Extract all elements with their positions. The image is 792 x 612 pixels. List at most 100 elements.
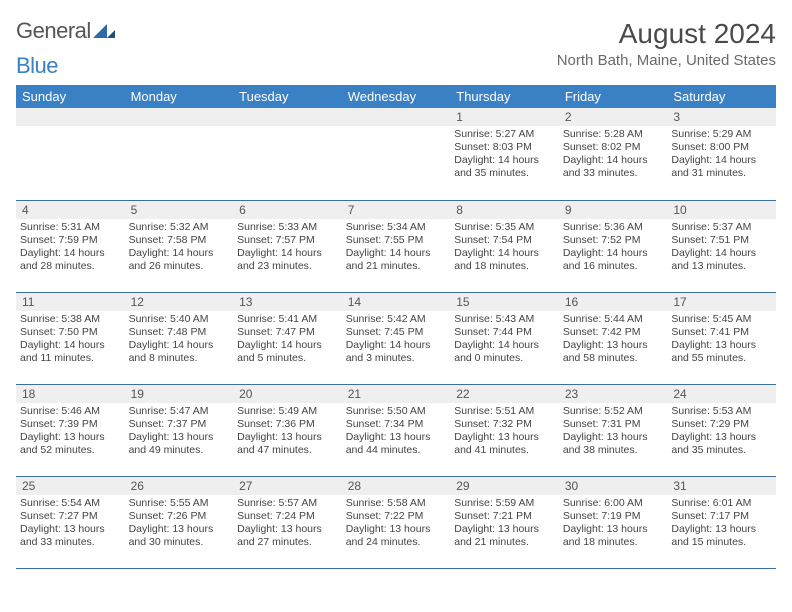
day-number: 31 [667, 477, 776, 495]
daylight-text: Daylight: 13 hours and 18 minutes. [563, 523, 664, 549]
day-details: Sunrise: 5:49 AMSunset: 7:36 PMDaylight:… [233, 403, 342, 462]
day-number: 17 [667, 293, 776, 311]
daylight-text: Daylight: 14 hours and 8 minutes. [129, 339, 230, 365]
weekday-header: Saturday [667, 85, 776, 108]
calendar-day-cell: 11Sunrise: 5:38 AMSunset: 7:50 PMDayligh… [16, 292, 125, 384]
calendar-table: SundayMondayTuesdayWednesdayThursdayFrid… [16, 85, 776, 569]
day-number: 27 [233, 477, 342, 495]
day-details: Sunrise: 5:33 AMSunset: 7:57 PMDaylight:… [233, 219, 342, 278]
sunset-text: Sunset: 7:44 PM [454, 326, 555, 339]
sunset-text: Sunset: 7:26 PM [129, 510, 230, 523]
day-details: Sunrise: 5:54 AMSunset: 7:27 PMDaylight:… [16, 495, 125, 554]
sunset-text: Sunset: 7:59 PM [20, 234, 121, 247]
day-details: Sunrise: 5:34 AMSunset: 7:55 PMDaylight:… [342, 219, 451, 278]
daylight-text: Daylight: 14 hours and 5 minutes. [237, 339, 338, 365]
day-details: Sunrise: 5:46 AMSunset: 7:39 PMDaylight:… [16, 403, 125, 462]
calendar-day-cell: 7Sunrise: 5:34 AMSunset: 7:55 PMDaylight… [342, 200, 451, 292]
sunrise-text: Sunrise: 5:45 AM [671, 313, 772, 326]
brand-logo: General Blue [16, 18, 115, 79]
sunset-text: Sunset: 7:57 PM [237, 234, 338, 247]
calendar-body: 1Sunrise: 5:27 AMSunset: 8:03 PMDaylight… [16, 108, 776, 568]
day-number: 30 [559, 477, 668, 495]
sunrise-text: Sunrise: 5:33 AM [237, 221, 338, 234]
sunrise-text: Sunrise: 5:31 AM [20, 221, 121, 234]
sunrise-text: Sunrise: 5:52 AM [563, 405, 664, 418]
logo-word-blue: Blue [16, 53, 58, 78]
day-details: Sunrise: 5:35 AMSunset: 7:54 PMDaylight:… [450, 219, 559, 278]
calendar-day-cell: 21Sunrise: 5:50 AMSunset: 7:34 PMDayligh… [342, 384, 451, 476]
weekday-row: SundayMondayTuesdayWednesdayThursdayFrid… [16, 85, 776, 108]
weekday-header: Thursday [450, 85, 559, 108]
calendar-week-row: 1Sunrise: 5:27 AMSunset: 8:03 PMDaylight… [16, 108, 776, 200]
sunrise-text: Sunrise: 5:54 AM [20, 497, 121, 510]
daylight-text: Daylight: 13 hours and 44 minutes. [346, 431, 447, 457]
sunrise-text: Sunrise: 6:01 AM [671, 497, 772, 510]
sunrise-text: Sunrise: 5:55 AM [129, 497, 230, 510]
daylight-text: Daylight: 14 hours and 26 minutes. [129, 247, 230, 273]
sunrise-text: Sunrise: 5:47 AM [129, 405, 230, 418]
sunrise-text: Sunrise: 5:37 AM [671, 221, 772, 234]
sunrise-text: Sunrise: 5:34 AM [346, 221, 447, 234]
sunrise-text: Sunrise: 5:27 AM [454, 128, 555, 141]
daylight-text: Daylight: 13 hours and 41 minutes. [454, 431, 555, 457]
calendar-day-cell: 13Sunrise: 5:41 AMSunset: 7:47 PMDayligh… [233, 292, 342, 384]
day-number: 25 [16, 477, 125, 495]
calendar-day-cell: 25Sunrise: 5:54 AMSunset: 7:27 PMDayligh… [16, 476, 125, 568]
sunset-text: Sunset: 7:41 PM [671, 326, 772, 339]
day-number: 7 [342, 201, 451, 219]
weekday-header: Friday [559, 85, 668, 108]
day-details: Sunrise: 5:52 AMSunset: 7:31 PMDaylight:… [559, 403, 668, 462]
sunset-text: Sunset: 7:50 PM [20, 326, 121, 339]
daylight-text: Daylight: 14 hours and 0 minutes. [454, 339, 555, 365]
daylight-text: Daylight: 14 hours and 13 minutes. [671, 247, 772, 273]
sunset-text: Sunset: 7:31 PM [563, 418, 664, 431]
calendar-day-cell [125, 108, 234, 200]
weekday-header: Sunday [16, 85, 125, 108]
month-year-title: August 2024 [557, 18, 776, 50]
sunset-text: Sunset: 7:29 PM [671, 418, 772, 431]
sunrise-text: Sunrise: 5:50 AM [346, 405, 447, 418]
day-details: Sunrise: 5:57 AMSunset: 7:24 PMDaylight:… [233, 495, 342, 554]
calendar-day-cell: 19Sunrise: 5:47 AMSunset: 7:37 PMDayligh… [125, 384, 234, 476]
day-number: 26 [125, 477, 234, 495]
day-details: Sunrise: 5:50 AMSunset: 7:34 PMDaylight:… [342, 403, 451, 462]
day-details: Sunrise: 5:51 AMSunset: 7:32 PMDaylight:… [450, 403, 559, 462]
daylight-text: Daylight: 13 hours and 21 minutes. [454, 523, 555, 549]
calendar-week-row: 11Sunrise: 5:38 AMSunset: 7:50 PMDayligh… [16, 292, 776, 384]
daylight-text: Daylight: 14 hours and 18 minutes. [454, 247, 555, 273]
sunrise-text: Sunrise: 5:29 AM [671, 128, 772, 141]
calendar-week-row: 18Sunrise: 5:46 AMSunset: 7:39 PMDayligh… [16, 384, 776, 476]
day-number [342, 108, 451, 126]
daylight-text: Daylight: 14 hours and 11 minutes. [20, 339, 121, 365]
day-details: Sunrise: 5:45 AMSunset: 7:41 PMDaylight:… [667, 311, 776, 370]
calendar-day-cell: 27Sunrise: 5:57 AMSunset: 7:24 PMDayligh… [233, 476, 342, 568]
calendar-day-cell: 24Sunrise: 5:53 AMSunset: 7:29 PMDayligh… [667, 384, 776, 476]
day-details: Sunrise: 5:29 AMSunset: 8:00 PMDaylight:… [667, 126, 776, 185]
day-number: 18 [16, 385, 125, 403]
calendar-day-cell: 8Sunrise: 5:35 AMSunset: 7:54 PMDaylight… [450, 200, 559, 292]
title-block: August 2024 North Bath, Maine, United St… [557, 18, 776, 73]
daylight-text: Daylight: 14 hours and 33 minutes. [563, 154, 664, 180]
sunset-text: Sunset: 7:21 PM [454, 510, 555, 523]
sunset-text: Sunset: 7:34 PM [346, 418, 447, 431]
sunrise-text: Sunrise: 5:40 AM [129, 313, 230, 326]
daylight-text: Daylight: 13 hours and 52 minutes. [20, 431, 121, 457]
day-details: Sunrise: 6:01 AMSunset: 7:17 PMDaylight:… [667, 495, 776, 554]
sunrise-text: Sunrise: 5:59 AM [454, 497, 555, 510]
day-details: Sunrise: 5:42 AMSunset: 7:45 PMDaylight:… [342, 311, 451, 370]
day-number: 19 [125, 385, 234, 403]
calendar-day-cell: 6Sunrise: 5:33 AMSunset: 7:57 PMDaylight… [233, 200, 342, 292]
calendar-day-cell: 10Sunrise: 5:37 AMSunset: 7:51 PMDayligh… [667, 200, 776, 292]
calendar-week-row: 4Sunrise: 5:31 AMSunset: 7:59 PMDaylight… [16, 200, 776, 292]
sunrise-text: Sunrise: 5:41 AM [237, 313, 338, 326]
day-details: Sunrise: 5:32 AMSunset: 7:58 PMDaylight:… [125, 219, 234, 278]
day-details: Sunrise: 5:58 AMSunset: 7:22 PMDaylight:… [342, 495, 451, 554]
calendar-day-cell [342, 108, 451, 200]
day-number: 21 [342, 385, 451, 403]
daylight-text: Daylight: 13 hours and 27 minutes. [237, 523, 338, 549]
sunset-text: Sunset: 7:48 PM [129, 326, 230, 339]
calendar-day-cell [16, 108, 125, 200]
weekday-header: Wednesday [342, 85, 451, 108]
sunrise-text: Sunrise: 5:36 AM [563, 221, 664, 234]
calendar-day-cell: 2Sunrise: 5:28 AMSunset: 8:02 PMDaylight… [559, 108, 668, 200]
